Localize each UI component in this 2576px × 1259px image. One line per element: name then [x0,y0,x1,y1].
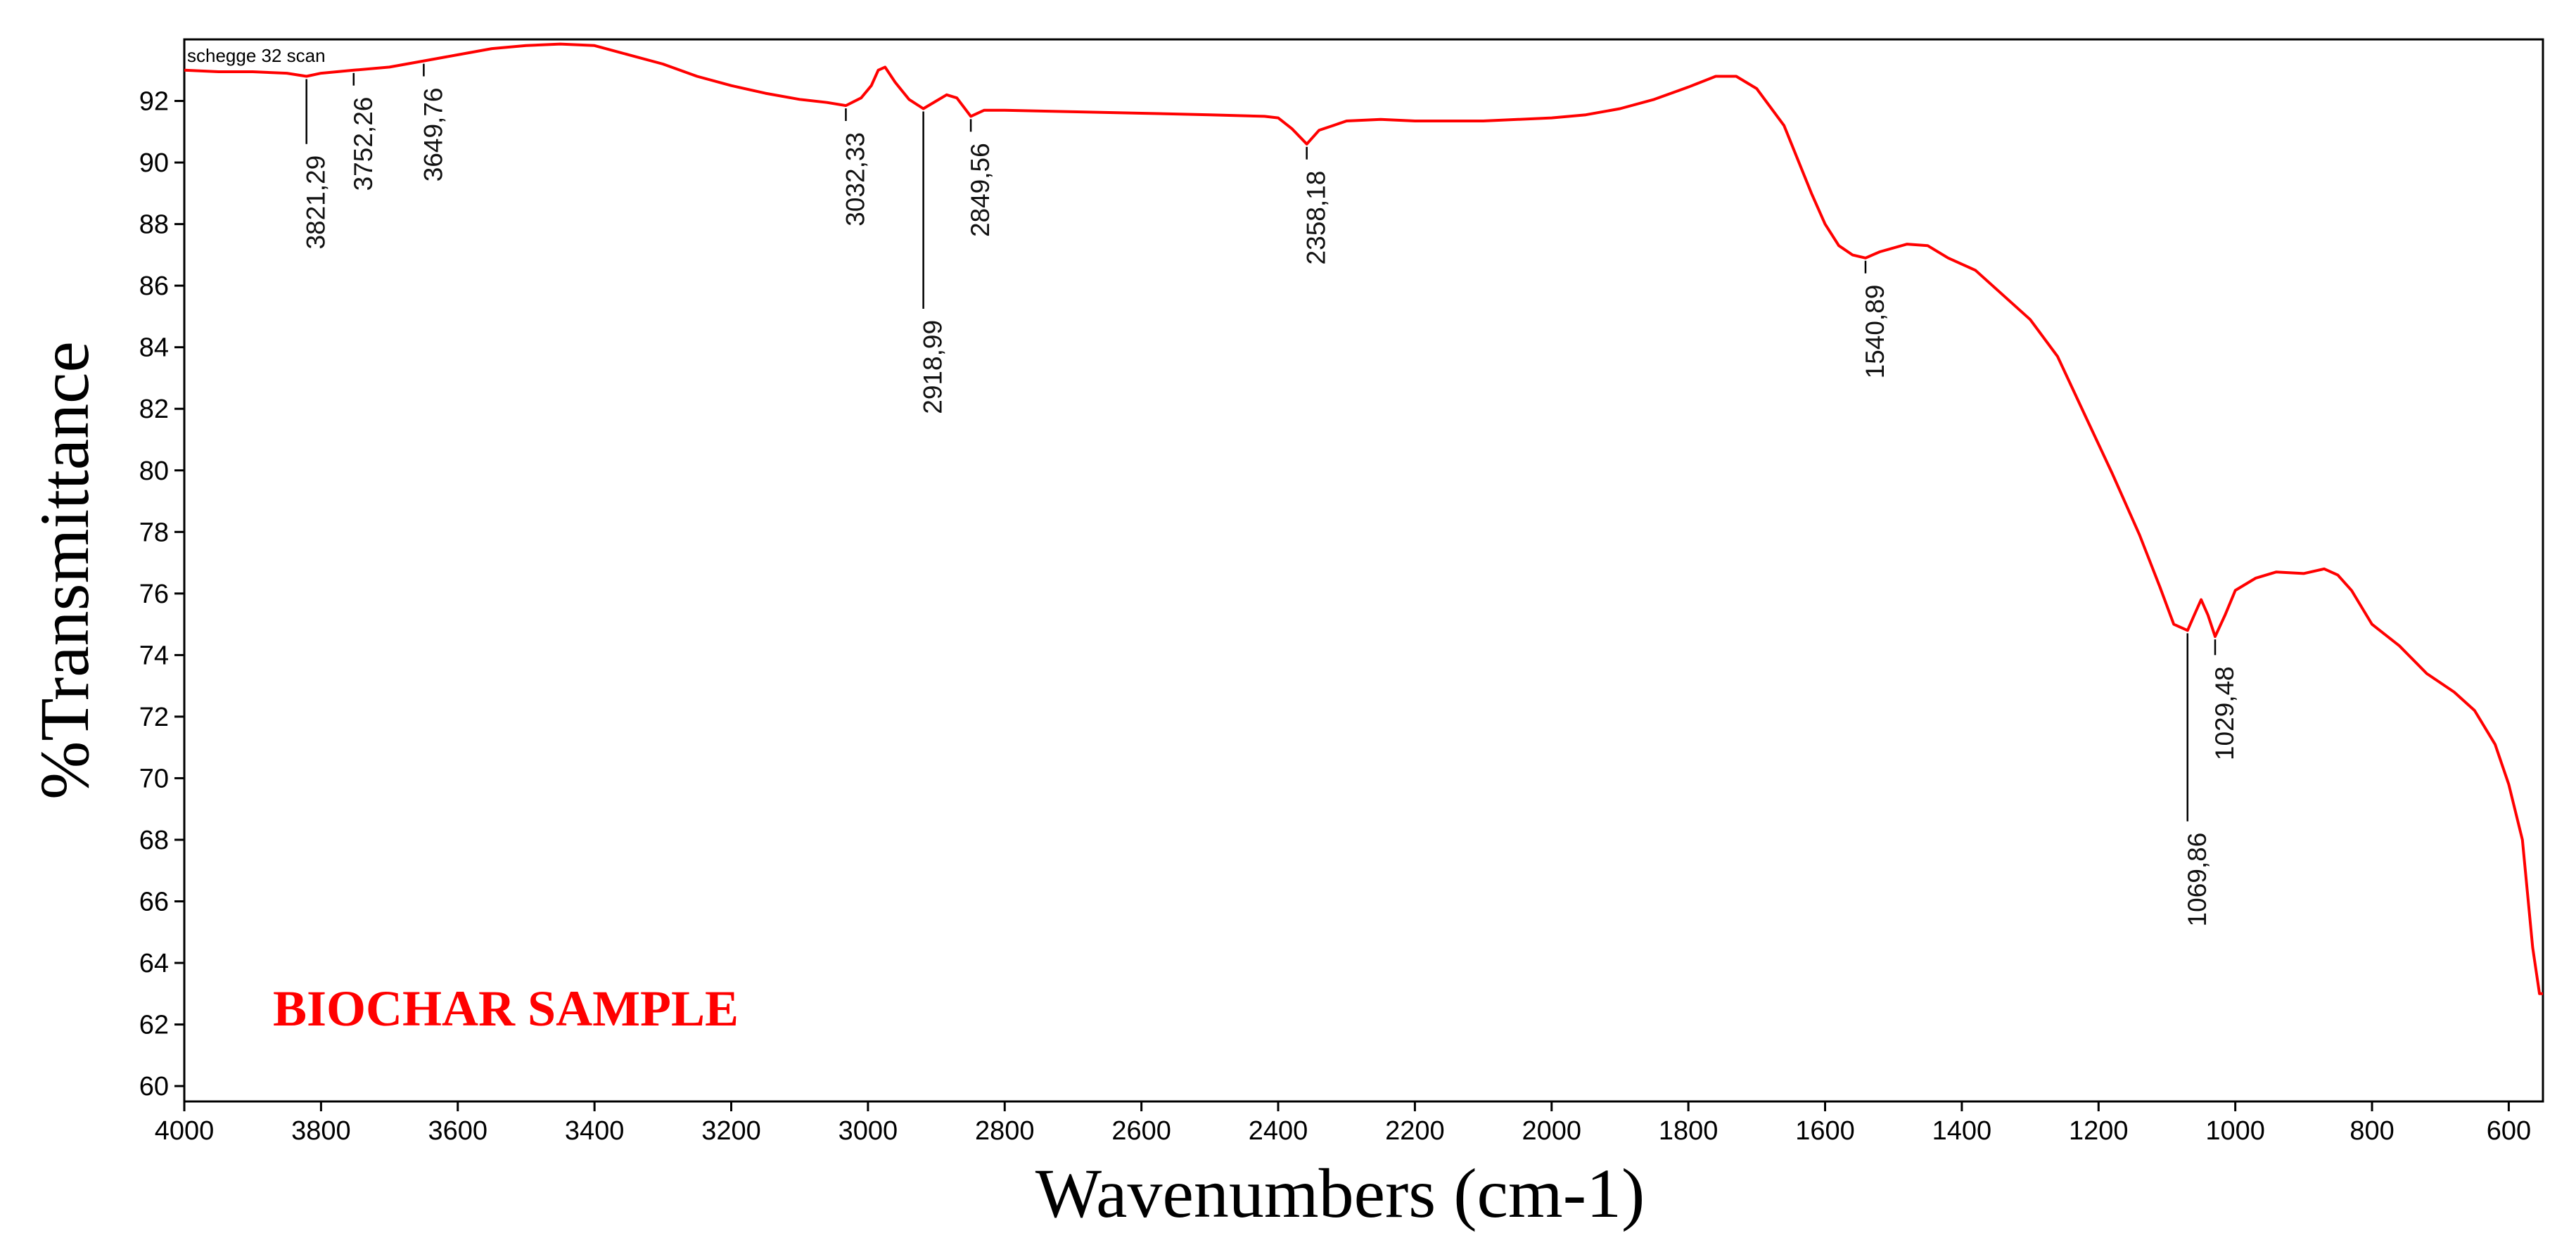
y-tick-label: 60 [139,1072,169,1101]
x-tick-label: 2600 [1111,1116,1171,1146]
y-tick-label: 62 [139,1011,169,1040]
peak-label: 1540,89 [1861,285,1889,379]
peak-label: 3649,76 [419,88,447,182]
x-tick-label: 4000 [155,1116,215,1146]
x-tick-label: 800 [2349,1116,2394,1146]
x-tick-label: 1200 [2069,1116,2129,1146]
x-tick-label: 3600 [428,1116,487,1146]
y-tick-label: 82 [139,395,169,424]
x-tick-label: 1400 [1932,1116,1992,1146]
y-tick-label: 84 [139,333,169,363]
peak-markers: 3821,29 3752,26 3649,76 3032,33 2918,99 2849,… [302,63,2239,927]
y-tick-label: 66 [139,888,169,917]
x-tick-label: 3200 [701,1116,761,1146]
y-tick-label: 88 [139,210,169,240]
y-tick-label: 86 [139,271,169,301]
y-tick-label: 70 [139,764,169,793]
x-tick-label: 2000 [1522,1116,1581,1146]
y-tick-label: 64 [139,949,169,978]
peak-label: 3821,29 [302,155,331,250]
x-axis-title: Wavenumbers (cm-1) [1035,1154,1645,1232]
x-tick-label: 1600 [1795,1116,1855,1146]
x-tick-label: 2200 [1385,1116,1445,1146]
y-axis-title: %Transmittance [25,341,103,800]
y-tick-label: 80 [139,456,169,486]
peak-label: 2918,99 [919,320,948,414]
x-tick-label: 600 [2487,1116,2531,1146]
x-tick-label: 2400 [1249,1116,1308,1146]
x-tick-label: 3000 [839,1116,898,1146]
y-tick-label: 68 [139,826,169,855]
y-axis: 60 62 64 66 68 70 72 74 76 78 80 82 84 86 88 90 92 [139,87,184,1101]
plot-frame [183,38,2544,1103]
spectrum-layer [184,42,2543,995]
sample-annotation: BIOCHAR SAMPLE [273,980,739,1037]
x-tick-label: 1000 [2205,1116,2265,1146]
x-tick-label: 1800 [1659,1116,1719,1146]
spectrum-line [184,42,2543,995]
peak-label: 1029,48 [2210,666,2239,760]
y-tick-label: 74 [139,641,169,670]
series-label: schegge 32 scan [187,45,326,66]
peak-label: 3032,33 [841,132,869,226]
peak-label: 1069,86 [2183,833,2212,927]
y-tick-label: 76 [139,580,169,609]
y-tick-label: 72 [139,703,169,732]
y-tick-label: 92 [139,87,169,117]
x-tick-label: 3800 [291,1116,351,1146]
x-tick-label: 2800 [975,1116,1035,1146]
y-tick-label: 78 [139,518,169,547]
x-tick-label: 3400 [565,1116,625,1146]
y-tick-label: 90 [139,148,169,178]
peak-label: 2358,18 [1302,171,1331,265]
peak-label: 2849,56 [966,143,995,237]
x-axis: 4000 3800 3600 3400 3200 3000 2800 2600 2400 2200… [155,1101,2531,1146]
peak-label: 3752,26 [349,97,378,191]
